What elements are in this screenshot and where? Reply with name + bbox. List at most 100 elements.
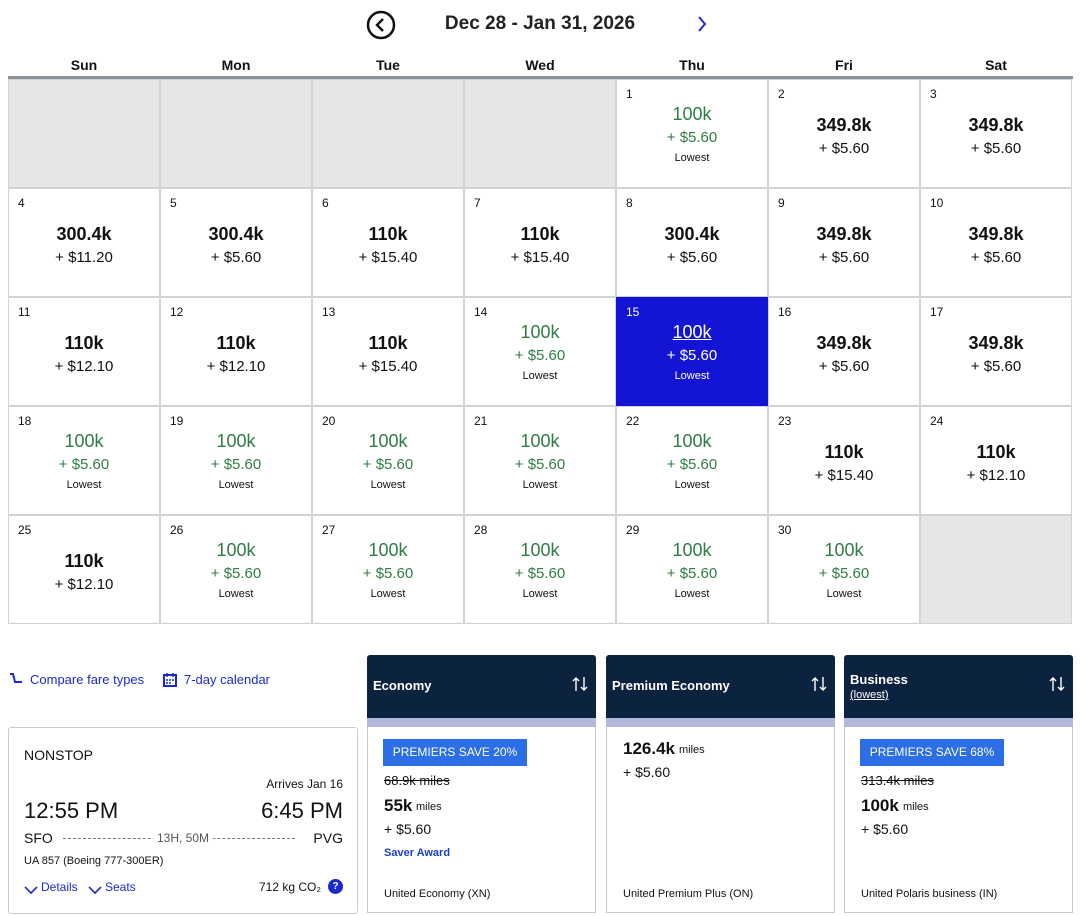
day-cell[interactable]: 16 349.8k + $5.60 (768, 297, 920, 406)
day-cell[interactable]: 13 110k + $15.40 (312, 297, 464, 406)
day-cell[interactable]: 18 100k + $5.60 Lowest (8, 406, 160, 515)
day-cell[interactable]: 28 100k + $5.60 Lowest (464, 515, 616, 624)
day-cell[interactable]: 7 110k + $15.40 (464, 188, 616, 297)
lowest-label: Lowest (674, 588, 710, 600)
fare-title: Economy (373, 678, 432, 693)
day-number: 21 (474, 414, 488, 428)
link[interactable]: 7-day calendar (184, 672, 270, 687)
fare-title: Premium Economy (612, 678, 730, 693)
original-miles: 313.4k miles (861, 773, 934, 788)
fare-body[interactable]: 126.4k miles + $5.60 United Premium Plus (O… (606, 727, 835, 913)
fee-price: + $15.40 (358, 358, 418, 375)
day-number: 9 (778, 196, 785, 210)
chevron (24, 882, 38, 895)
miles-price: 349.8k (816, 333, 872, 353)
miles-price: 349.8k (816, 224, 872, 244)
lowest-label: Lowest (522, 370, 558, 382)
next-month-button[interactable] (692, 14, 712, 34)
day-cell[interactable]: 21 100k + $5.60 Lowest (464, 406, 616, 515)
prev-month-button[interactable] (366, 10, 396, 40)
emissions: 712 kg CO₂ (258, 880, 321, 894)
sort-icon[interactable] (811, 675, 827, 693)
weekday-label: Thu (679, 57, 705, 73)
day-cell[interactable]: 10 349.8k + $5.60 (920, 188, 1072, 297)
day-cell[interactable]: 6 110k + $15.40 (312, 188, 464, 297)
day-cell[interactable]: 1 100k + $5.60 Lowest (616, 79, 768, 188)
fare-strip (606, 718, 835, 727)
day-cell[interactable]: 9 349.8k + $5.60 (768, 188, 920, 297)
lowest-label: Lowest (522, 479, 558, 491)
duration: 13H, 50M (153, 831, 214, 845)
miles-price: 100k (216, 431, 256, 451)
sort-icon[interactable] (572, 675, 588, 693)
promo-badge: PREMIERS SAVE 68% (860, 739, 1004, 766)
miles-price: 100k (520, 540, 560, 560)
day-cell[interactable]: 20 100k + $5.60 Lowest (312, 406, 464, 515)
day-cell[interactable]: 17 349.8k + $5.60 (920, 297, 1072, 406)
fee-price: + $5.60 (362, 565, 414, 582)
promo-badge: PREMIERS SAVE 20% (383, 739, 527, 766)
day-cell[interactable]: 22 100k + $5.60 Lowest (616, 406, 768, 515)
fare-header[interactable]: Business (lowest) (844, 655, 1073, 718)
weekday-label: Mon (221, 57, 251, 73)
miles-price: 349.8k (968, 115, 1024, 135)
day-number: 20 (322, 414, 336, 428)
miles: 126.4k (623, 739, 675, 758)
day-number: 4 (18, 196, 25, 210)
day-cell[interactable]: 14 100k + $5.60 Lowest (464, 297, 616, 406)
day-cell[interactable]: 27 100k + $5.60 Lowest (312, 515, 464, 624)
header-rule (8, 76, 1073, 79)
miles-price: 100k (672, 431, 712, 451)
fare-header[interactable]: Premium Economy (606, 655, 835, 718)
day-cell[interactable]: 8 300.4k + $5.60 (616, 188, 768, 297)
sort-icon[interactable] (1049, 675, 1065, 693)
lowest-label: Lowest (370, 479, 406, 491)
day-cell[interactable]: 11 110k + $12.10 (8, 297, 160, 406)
lowest-label: Lowest (674, 370, 710, 382)
flight-card[interactable]: NONSTOP Arrives Jan 16 12:55 PM 6:45 PM SFO 1… (8, 727, 358, 914)
fare-body[interactable]: PREMIERS SAVE 20% 68.9k miles 55k miles + $5… (367, 727, 596, 913)
seats-link[interactable]: Seats (105, 880, 136, 894)
day-number: 3 (930, 87, 937, 101)
lowest-label: Lowest (674, 479, 710, 491)
fee-price: + $5.60 (818, 140, 870, 157)
fee-price: + $12.10 (54, 358, 114, 375)
day-cell[interactable]: 12 110k + $12.10 (160, 297, 312, 406)
miles-price: 100k (520, 322, 560, 342)
fee-price: + $15.40 (358, 249, 418, 266)
fee-price: + $5.60 (818, 565, 870, 582)
day-cell[interactable]: 26 100k + $5.60 Lowest (160, 515, 312, 624)
fare-header[interactable]: Economy (367, 655, 596, 718)
day-cell[interactable]: 19 100k + $5.60 Lowest (160, 406, 312, 515)
day-number: 10 (930, 196, 944, 210)
day-number: 6 (322, 196, 329, 210)
miles-price: 100k (672, 322, 712, 342)
day-cell[interactable]: 24 110k + $12.10 (920, 406, 1072, 515)
miles-price: 100k (672, 104, 712, 124)
day-cell[interactable]: 23 110k + $15.40 (768, 406, 920, 515)
day-cell[interactable]: 2 349.8k + $5.60 (768, 79, 920, 188)
day-cell[interactable]: 25 110k + $12.10 (8, 515, 160, 624)
fare-fee: + $5.60 (623, 764, 671, 780)
fee-price: + $12.10 (54, 576, 114, 593)
weekday-label: Tue (376, 57, 400, 73)
award-tag: Saver Award (384, 847, 451, 859)
fee-price: + $11.20 (55, 249, 113, 266)
day-number: 28 (474, 523, 488, 537)
link[interactable]: Compare fare types (30, 672, 145, 687)
empty-day-cell (920, 515, 1072, 624)
day-cell[interactable]: 3 349.8k + $5.60 (920, 79, 1072, 188)
weekday-label: Wed (525, 57, 555, 73)
fee-price: + $5.60 (666, 456, 718, 473)
date-range-title: Dec 28 - Jan 31, 2026 (444, 13, 636, 34)
miles-price: 349.8k (968, 224, 1024, 244)
fare-strip (844, 718, 1073, 727)
fee-price: + $5.60 (210, 565, 262, 582)
day-cell[interactable]: 4 300.4k + $11.20 (8, 188, 160, 297)
day-cell[interactable]: 30 100k + $5.60 Lowest (768, 515, 920, 624)
fare-body[interactable]: PREMIERS SAVE 68% 313.4k miles 100k miles + … (844, 727, 1073, 913)
details-link[interactable]: Details (41, 880, 78, 894)
day-cell[interactable]: 29 100k + $5.60 Lowest (616, 515, 768, 624)
day-cell[interactable]: 5 300.4k + $5.60 (160, 188, 312, 297)
day-cell[interactable]: 15 100k + $5.60 Lowest (616, 297, 768, 406)
